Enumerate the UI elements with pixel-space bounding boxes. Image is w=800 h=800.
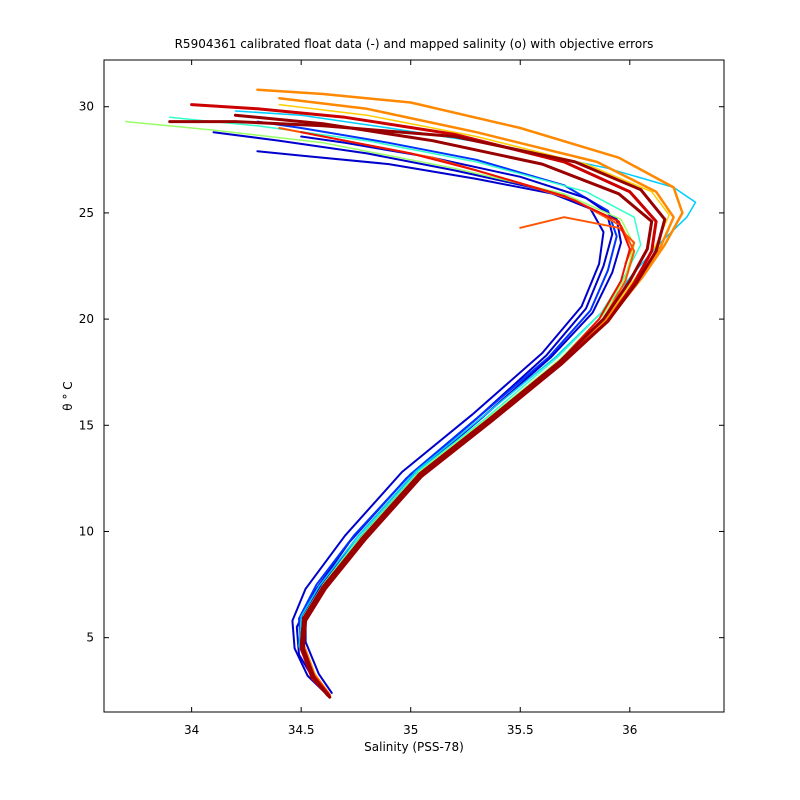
y-tick-label: 30 bbox=[79, 100, 94, 114]
profile-trace bbox=[278, 127, 636, 696]
profile-trace bbox=[125, 120, 635, 696]
profile-trace bbox=[233, 113, 654, 697]
profile-trace bbox=[212, 131, 605, 696]
x-tick-label: 36 bbox=[622, 723, 637, 737]
profile-trace bbox=[168, 116, 642, 696]
y-tick-label: 15 bbox=[79, 418, 94, 432]
plot-frame bbox=[103, 59, 725, 713]
x-tick-label: 35 bbox=[403, 723, 418, 737]
y-axis-label: θ ° C bbox=[61, 381, 75, 410]
profile-trace bbox=[519, 216, 636, 265]
x-tick-label: 34 bbox=[184, 723, 199, 737]
x-tick-label: 34.5 bbox=[288, 723, 315, 737]
trace-layer bbox=[125, 88, 697, 699]
profile-trace bbox=[278, 96, 675, 697]
profile-trace bbox=[256, 150, 614, 699]
y-tick-label: 5 bbox=[86, 631, 94, 645]
y-tick-label: 20 bbox=[79, 312, 94, 326]
x-tick-label: 35.5 bbox=[507, 723, 534, 737]
y-tick-label: 10 bbox=[79, 524, 94, 538]
profile-trace bbox=[168, 120, 667, 699]
profile-trace bbox=[278, 103, 670, 696]
profile-trace bbox=[190, 103, 658, 699]
profile-trace bbox=[300, 131, 631, 696]
x-axis-label: Salinity (PSS-78) bbox=[364, 740, 464, 754]
y-tick-label: 25 bbox=[79, 206, 94, 220]
chart-title: R5904361 calibrated float data (-) and m… bbox=[175, 37, 654, 51]
profile-trace bbox=[300, 135, 622, 694]
x-axis: 34 34.5 35 35.5 36 bbox=[184, 60, 637, 737]
profile-trace bbox=[256, 120, 618, 699]
y-axis: 5 10 15 20 25 30 bbox=[79, 100, 724, 645]
